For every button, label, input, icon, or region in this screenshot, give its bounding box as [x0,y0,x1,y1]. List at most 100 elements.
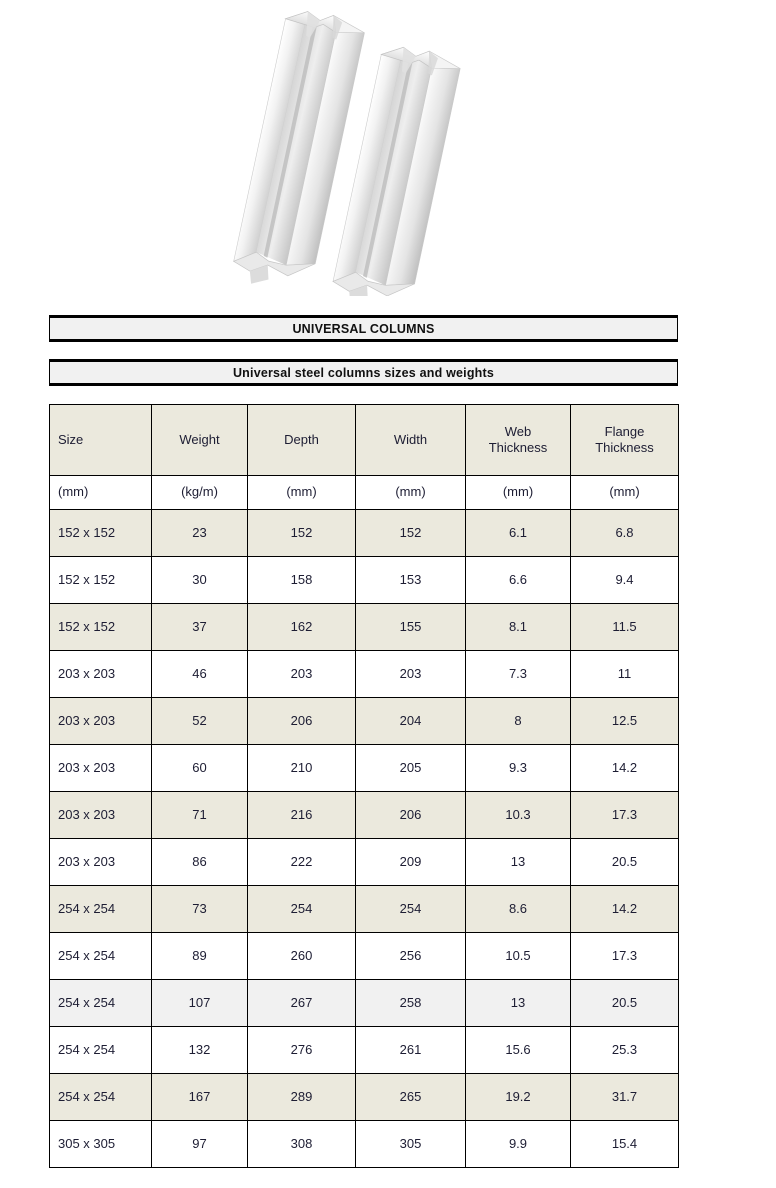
table-cell: 19.2 [465,1073,571,1121]
table-cell: 203 x 203 [49,744,152,792]
table-cell: 9.3 [465,744,571,792]
specification-table-container: Size Weight Depth Width Web Thickness Fl… [49,404,679,1168]
table-cell: 7.3 [465,650,571,698]
header-flange-line2: Thickness [595,440,654,455]
table-cell: 158 [247,556,356,604]
table-cell: 11.5 [570,603,679,651]
table-row: 152 x 152 23 152 152 6.1 6.8 [49,509,679,557]
table-row: 254 x 254 89 260 256 10.5 17.3 [49,932,679,980]
table-cell: 60 [151,744,248,792]
table-cell: 20.5 [570,979,679,1027]
page-title: UNIVERSAL COLUMNS [49,315,678,342]
unit-width: (mm) [355,475,466,510]
table-row: 203 x 203 71 216 206 10.3 17.3 [49,791,679,839]
header-size-line1: Size [58,431,84,447]
column-header-web-thickness: Web Thickness [465,404,571,476]
table-cell: 203 x 203 [49,650,152,698]
page-subtitle: Universal steel columns sizes and weight… [49,359,678,386]
column-header-depth: Depth [247,404,356,476]
table-cell: 14.2 [570,744,679,792]
table-cell: 261 [355,1026,466,1074]
table-cell: 203 [355,650,466,698]
table-cell: 97 [151,1120,248,1168]
table-cell: 15.4 [570,1120,679,1168]
table-cell: 209 [355,838,466,886]
table-row: 203 x 203 46 203 203 7.3 11 [49,650,679,698]
header-width-line1: Width [393,431,428,447]
table-cell: 153 [355,556,466,604]
table-cell: 162 [247,603,356,651]
table-cell: 206 [355,791,466,839]
table-cell: 11 [570,650,679,698]
table-cell: 205 [355,744,466,792]
table-cell: 6.1 [465,509,571,557]
header-web-line2: Thickness [488,440,548,455]
table-cell: 203 x 203 [49,838,152,886]
table-cell: 203 x 203 [49,791,152,839]
unit-size: (mm) [49,475,152,510]
table-cell: 254 x 254 [49,1026,152,1074]
table-cell: 37 [151,603,248,651]
table-cell: 276 [247,1026,356,1074]
table-cell: 52 [151,697,248,745]
header-weight-line1: Weight [179,431,220,447]
table-cell: 8.6 [465,885,571,933]
table-cell: 12.5 [570,697,679,745]
table-cell: 14.2 [570,885,679,933]
table-cell: 152 [247,509,356,557]
table-cell: 23 [151,509,248,557]
column-header-width: Width [355,404,466,476]
table-cell: 204 [355,697,466,745]
table-cell: 86 [151,838,248,886]
table-cell: 254 x 254 [49,1073,152,1121]
table-cell: 305 x 305 [49,1120,152,1168]
table-cell: 267 [247,979,356,1027]
table-cell: 17.3 [570,932,679,980]
table-cell: 258 [355,979,466,1027]
unit-web: (mm) [465,475,571,510]
table-row: 152 x 152 37 162 155 8.1 11.5 [49,603,679,651]
table-cell: 89 [151,932,248,980]
table-cell: 260 [247,932,356,980]
steel-beam-left [232,11,365,284]
table-cell: 254 x 254 [49,979,152,1027]
table-cell: 8.1 [465,603,571,651]
universal-columns-table: Size Weight Depth Width Web Thickness Fl… [49,404,679,1168]
table-body: 152 x 152 23 152 152 6.1 6.8 152 x 152 30 158 153… [49,509,679,1168]
column-header-size: Size [49,404,152,476]
table-cell: 6.8 [570,509,679,557]
table-cell: 13 [465,838,571,886]
table-row: 254 x 254 167 289 265 19.2 31.7 [49,1073,679,1121]
unit-flange: (mm) [570,475,679,510]
product-image-area [0,0,776,300]
table-cell: 254 x 254 [49,885,152,933]
column-header-flange-thickness: Flange Thickness [570,404,679,476]
table-cell: 203 [247,650,356,698]
table-header-row: Size Weight Depth Width Web Thickness Fl… [49,404,679,476]
table-cell: 31.7 [570,1073,679,1121]
table-cell: 152 x 152 [49,556,152,604]
table-cell: 71 [151,791,248,839]
table-cell: 46 [151,650,248,698]
table-cell: 308 [247,1120,356,1168]
table-cell: 10.5 [465,932,571,980]
header-web-line1: Web [504,423,532,439]
table-row: 203 x 203 86 222 209 13 20.5 [49,838,679,886]
table-row: 254 x 254 132 276 261 15.6 25.3 [49,1026,679,1074]
table-cell: 8 [465,697,571,745]
steel-beam-right [332,46,461,296]
table-cell: 15.6 [465,1026,571,1074]
table-units-row: (mm) (kg/m) (mm) (mm) (mm) (mm) [49,475,679,510]
table-cell: 256 [355,932,466,980]
table-cell: 13 [465,979,571,1027]
table-cell: 25.3 [570,1026,679,1074]
table-cell: 30 [151,556,248,604]
table-cell: 254 [355,885,466,933]
table-cell: 10.3 [465,791,571,839]
table-cell: 20.5 [570,838,679,886]
table-row: 203 x 203 52 206 204 8 12.5 [49,697,679,745]
unit-depth: (mm) [247,475,356,510]
table-cell: 17.3 [570,791,679,839]
column-header-weight: Weight [151,404,248,476]
table-cell: 155 [355,603,466,651]
